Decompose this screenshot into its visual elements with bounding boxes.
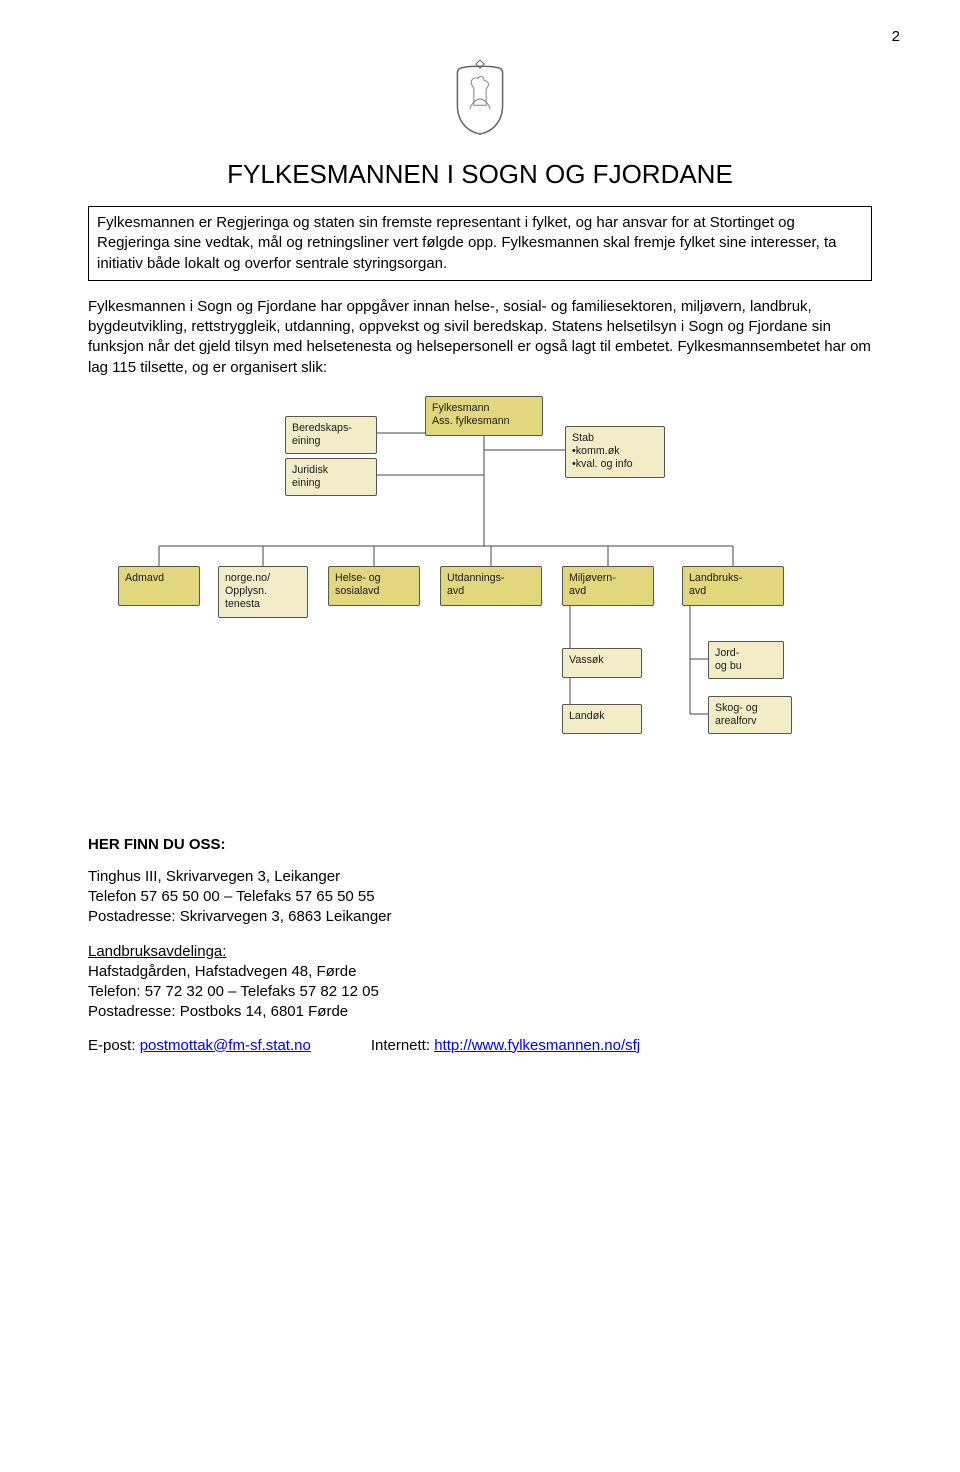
coat-of-arms-icon xyxy=(449,58,511,136)
email-label: E-post: xyxy=(88,1037,140,1054)
org-node-skog: Skog- ogarealforv xyxy=(708,696,792,735)
contact-block-landbruk: Landbruksavdelinga: Hafstadgården, Hafst… xyxy=(88,942,872,1023)
body-paragraph: Fylkesmannen i Sogn og Fjordane har oppg… xyxy=(88,297,872,378)
org-node-adm: Admavd xyxy=(118,566,200,606)
internet-segment: Internett: http://www.fylkesmannen.no/sf… xyxy=(371,1037,640,1054)
find-us-heading: HER FINN DU OSS: xyxy=(88,836,872,853)
contact-block-main: Tinghus III, Skrivarvegen 3, Leikanger T… xyxy=(88,867,872,928)
contact-line: Hafstadgården, Hafstadvegen 48, Førde xyxy=(88,962,872,982)
crest-emblem xyxy=(88,58,872,141)
org-node-jordbu: Jord-og bu xyxy=(708,641,784,680)
org-node-land: Landbruks-avd xyxy=(682,566,784,606)
org-node-utd: Utdannings-avd xyxy=(440,566,542,606)
internet-label: Internett: xyxy=(371,1037,434,1054)
footer-line: E-post: postmottak@fm-sf.stat.no Interne… xyxy=(88,1037,872,1054)
org-node-stab: Stab•komm.øk•kval. og info xyxy=(565,426,665,478)
contact-line: Postadresse: Skrivarvegen 3, 6863 Leikan… xyxy=(88,907,872,927)
contact-line: Telefon: 57 72 32 00 – Telefaks 57 82 12… xyxy=(88,982,872,1002)
org-node-helse: Helse- ogsosialavd xyxy=(328,566,420,606)
page-title: FYLKESMANNEN I SOGN OG FJORDANE xyxy=(88,159,872,190)
page-number: 2 xyxy=(892,28,900,45)
contact-line: Postadresse: Postboks 14, 6801 Førde xyxy=(88,1002,872,1022)
contact-line: Telefon 57 65 50 00 – Telefaks 57 65 50 … xyxy=(88,887,872,907)
internet-link[interactable]: http://www.fylkesmannen.no/sfj xyxy=(434,1037,640,1054)
org-node-miljo: Miljøvern-avd xyxy=(562,566,654,606)
email-link[interactable]: postmottak@fm-sf.stat.no xyxy=(140,1037,311,1054)
org-node-landok: Landøk xyxy=(562,704,642,734)
org-node-jur: Juridiskeining xyxy=(285,458,377,497)
org-node-vassok: Vassøk xyxy=(562,648,642,678)
contact-subheading: Landbruksavdelinga: xyxy=(88,942,872,962)
contact-line: Tinghus III, Skrivarvegen 3, Leikanger xyxy=(88,867,872,887)
org-node-norge: norge.no/Opplysn.tenesta xyxy=(218,566,308,618)
intro-box: Fylkesmannen er Regjeringa og staten sin… xyxy=(88,206,872,281)
org-node-top: FylkesmannAss. fylkesmann xyxy=(425,396,543,436)
org-chart: FylkesmannAss. fylkesmann Beredskaps-eini… xyxy=(90,396,870,776)
email-segment: E-post: postmottak@fm-sf.stat.no xyxy=(88,1037,311,1054)
org-node-bered: Beredskaps-eining xyxy=(285,416,377,455)
